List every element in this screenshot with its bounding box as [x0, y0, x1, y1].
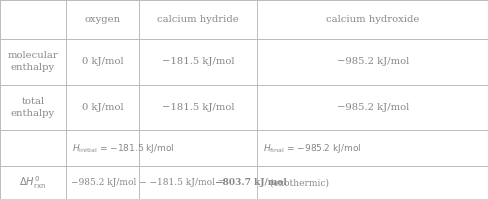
Text: 0 kJ/mol: 0 kJ/mol [81, 103, 123, 112]
Text: oxygen: oxygen [84, 15, 121, 24]
Text: −985.2 kJ/mol: −985.2 kJ/mol [336, 57, 408, 66]
Text: $H_\mathregular{final}$ = −985.2 kJ/mol: $H_\mathregular{final}$ = −985.2 kJ/mol [262, 142, 360, 155]
Text: total
enthalpy: total enthalpy [11, 97, 55, 118]
Text: $\Delta H^0_\mathregular{rxn}$: $\Delta H^0_\mathregular{rxn}$ [20, 174, 46, 191]
Text: calcium hydroxide: calcium hydroxide [325, 15, 419, 24]
Text: 0 kJ/mol: 0 kJ/mol [81, 57, 123, 66]
Text: −181.5 kJ/mol: −181.5 kJ/mol [162, 57, 234, 66]
Text: $H_\mathregular{initial}$ = −181.5 kJ/mol: $H_\mathregular{initial}$ = −181.5 kJ/mo… [72, 142, 174, 155]
Text: (exothermic): (exothermic) [266, 178, 328, 187]
Text: −181.5 kJ/mol: −181.5 kJ/mol [162, 103, 234, 112]
Text: calcium hydride: calcium hydride [157, 15, 239, 24]
Text: −985.2 kJ/mol − −181.5 kJ/mol =: −985.2 kJ/mol − −181.5 kJ/mol = [71, 178, 227, 187]
Text: molecular
enthalpy: molecular enthalpy [8, 51, 58, 72]
Text: −803.7 kJ/mol: −803.7 kJ/mol [215, 178, 286, 187]
Text: −985.2 kJ/mol: −985.2 kJ/mol [336, 103, 408, 112]
